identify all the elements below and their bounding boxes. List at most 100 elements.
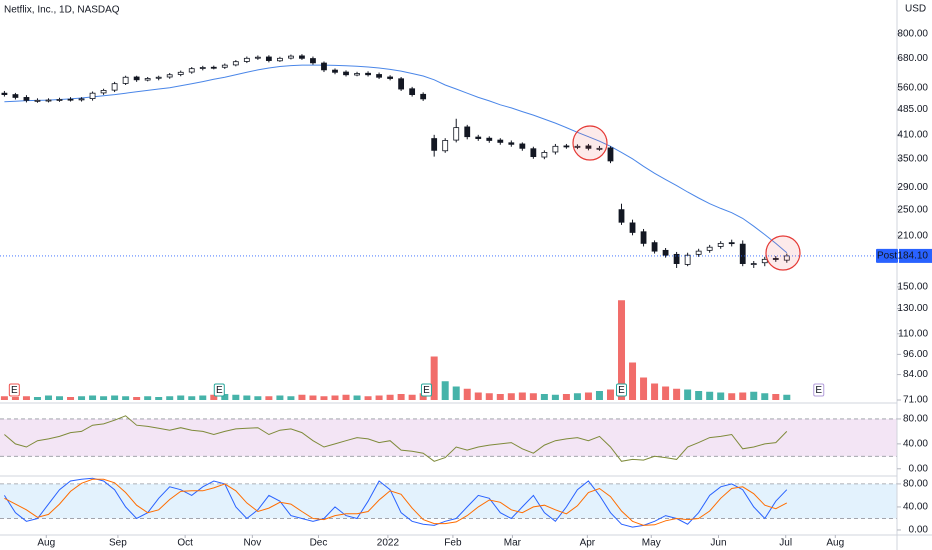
candle-body [288,55,294,59]
volume-bar [706,391,714,400]
candle-body [23,97,30,101]
volume-bar [221,394,229,400]
volume-bar [651,383,659,400]
volume-bar [750,391,758,400]
event-label: E [618,385,625,396]
volume-bar [78,396,86,400]
candle-body [541,152,548,158]
volume-bar [772,394,780,400]
volume-bar [485,393,493,400]
post-tag [876,248,898,263]
stochastic-band [0,483,897,519]
volume-bar [386,394,394,400]
volume-bar [331,395,339,400]
volume-bar [56,396,64,400]
volume-bar [353,395,361,400]
event-icon [8,383,20,397]
candle-body [607,147,614,162]
volume-bar [573,393,581,400]
candle-body [563,145,570,148]
candle-body [299,55,305,59]
volume-bar [717,392,725,400]
volume-bar [122,396,130,400]
candle-body [585,145,592,149]
volume-bar [695,391,703,400]
y-tick-label: 250.00 [897,204,928,215]
y-tick-label: 560.00 [897,82,928,93]
candle-body [155,76,162,79]
y-tick-label: 350.00 [897,153,928,164]
event-icon [420,383,432,397]
currency-label: USD [905,4,926,15]
x-tick-label: Apr [580,538,596,549]
candle-body [45,99,52,102]
y-tick-label: 0.00 [909,463,929,474]
event-icon [213,383,225,397]
candle-body [772,258,779,260]
candle-body [166,74,173,78]
post-tag-label: Post [877,251,897,262]
volume-bar [144,396,152,400]
y-tick-label: 150.00 [897,282,928,293]
volume-bar [551,394,559,400]
volume-bar [111,395,119,400]
candle-body [365,72,371,76]
volume-bar [629,362,637,400]
volume-bar [44,395,52,400]
x-tick-label: Aug [37,538,55,549]
candle-body [409,88,416,95]
candle-body [684,254,691,265]
volume-bar [265,396,273,400]
candle-body [199,67,206,69]
x-tick-label: Nov [243,538,261,549]
candle-body [728,242,735,245]
y-tick-label: 71.00 [903,395,928,406]
volume-bar [408,394,416,400]
candle-body [133,76,140,81]
candle-body [629,222,636,233]
volume-bar [11,397,19,400]
candle-body [497,139,504,143]
candle-body [574,145,581,148]
volume-bar [67,397,75,400]
x-tick-label: Oct [177,538,193,549]
candle-body [706,246,713,251]
volume-bar [618,300,626,400]
x-tick-label: Jun [710,538,726,549]
x-tick-label: Jul [779,538,792,549]
candle-body [89,92,96,99]
volume-bar [309,395,317,400]
volume-bar [375,395,383,400]
volume-bar [287,396,295,400]
volume-bar [507,393,515,400]
y-tick-label: 290.00 [897,182,928,193]
y-tick-label: 0.00 [909,525,929,536]
volume-bar [496,394,504,400]
y-tick-label: 40.00 [903,502,928,513]
y-tick-label: 485.00 [897,104,928,115]
candle-body [398,78,405,90]
volume-bar [739,392,747,400]
candle-body [453,127,460,141]
volume-bar [100,396,108,400]
candle-body [673,253,680,264]
x-tick-label: Aug [826,538,844,549]
candle-body [651,242,658,252]
candle-body [662,249,669,256]
candle-body [376,74,382,78]
event-label: E [216,385,223,396]
candle-body [221,64,228,68]
volume-bar [364,396,372,400]
volume-bar [595,391,603,400]
event-label: E [423,385,430,396]
candle-body [508,142,515,145]
candle-body [519,143,526,149]
x-tick-label: 2022 [377,538,400,549]
candle-body [177,71,184,75]
candle-body [210,66,217,69]
volume-bar [684,389,692,400]
volume-bar [584,392,592,400]
volume-bar [397,394,405,400]
